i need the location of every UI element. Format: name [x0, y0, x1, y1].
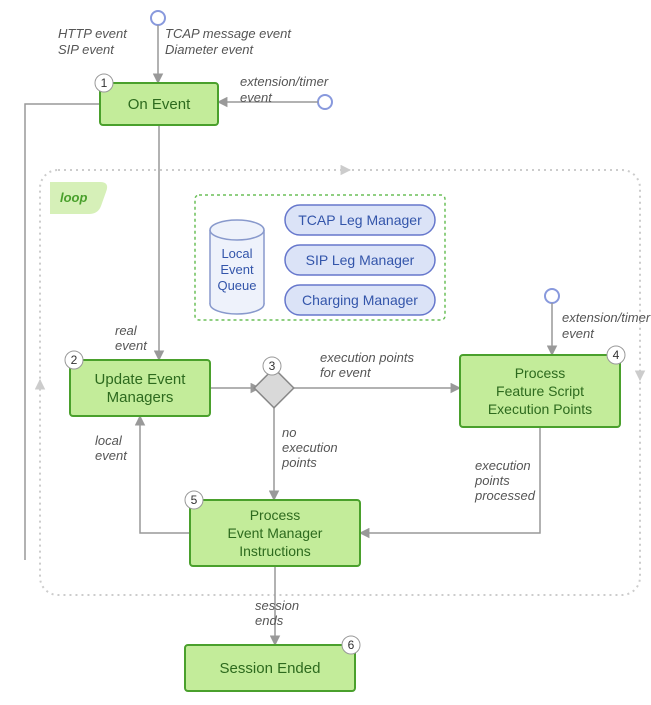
svg-text:3: 3: [269, 359, 276, 373]
svg-text:Managers: Managers: [107, 389, 174, 406]
manager-0-label: TCAP Leg Manager: [298, 212, 422, 228]
top-label-ext2: event: [240, 90, 273, 105]
label-local-0: local: [95, 433, 123, 448]
svg-text:5: 5: [191, 493, 198, 507]
node-instructions: Process Event Manager Instructions 5: [185, 491, 360, 566]
top-label-ext1: extension/timer: [240, 74, 329, 89]
node-update: Update EventManagers 2: [65, 351, 210, 416]
manager-2-label: Charging Manager: [302, 292, 418, 308]
label-processed-2: processed: [474, 488, 536, 503]
edge-process-instructions: [360, 427, 540, 533]
svg-text:4: 4: [613, 348, 620, 362]
svg-text:Instructions: Instructions: [239, 543, 311, 559]
label-noexec-1: execution: [282, 440, 338, 455]
start-circle-2: [545, 289, 559, 303]
label-session-1: ends: [255, 613, 284, 628]
label-processed-1: points: [474, 473, 510, 488]
label-processed-0: execution: [475, 458, 531, 473]
svg-text:Process: Process: [250, 507, 301, 523]
node-ended: Session Ended 6: [185, 636, 360, 691]
label-noexec-0: no: [282, 425, 296, 440]
label-real-1: event: [115, 338, 148, 353]
top-label-left1: HTTP event: [58, 26, 128, 41]
edge-loopback: [25, 104, 100, 560]
start-circle-0: [151, 11, 165, 25]
svg-text:On Event: On Event: [128, 96, 191, 113]
top-label-left2: SIP event: [58, 42, 115, 57]
top-label-ext3: extension/timer: [562, 310, 651, 325]
svg-text:Event: Event: [220, 262, 254, 277]
top-label-right2: Diameter event: [165, 42, 255, 57]
label-forevent-1: for event: [320, 365, 372, 380]
svg-text:6: 6: [348, 638, 355, 652]
svg-text:Execution Points: Execution Points: [488, 401, 592, 417]
svg-text:Feature Script: Feature Script: [496, 383, 584, 399]
edge-instructions-update: [140, 416, 190, 533]
svg-text:Session Ended: Session Ended: [220, 660, 321, 677]
label-noexec-2: points: [281, 455, 317, 470]
svg-text:Local: Local: [221, 246, 252, 261]
svg-text:Process: Process: [515, 365, 566, 381]
top-label-right1: TCAP message event: [165, 26, 292, 41]
svg-text:1: 1: [101, 76, 108, 90]
start-circle-1: [318, 95, 332, 109]
loop-label: loop: [60, 190, 87, 205]
svg-text:2: 2: [71, 353, 78, 367]
label-forevent-0: execution points: [320, 350, 414, 365]
top-label-ext4: event: [562, 326, 595, 341]
label-real-0: real: [115, 323, 138, 338]
manager-1-label: SIP Leg Manager: [306, 252, 415, 268]
svg-text:Queue: Queue: [217, 278, 256, 293]
node-onEvent: On Event 1: [95, 74, 218, 125]
svg-text:Update Event: Update Event: [95, 371, 187, 388]
node-process: Process Feature Script Execution Points 4: [460, 346, 625, 427]
label-local-1: event: [95, 448, 128, 463]
label-session-0: session: [255, 598, 299, 613]
local-event-queue: LocalEventQueue: [210, 220, 264, 314]
svg-text:Event Manager: Event Manager: [228, 525, 323, 541]
